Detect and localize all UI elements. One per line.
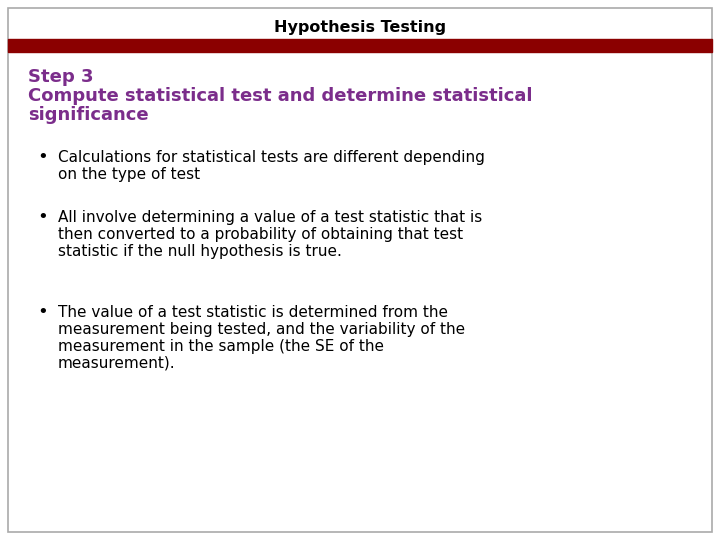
Text: on the type of test: on the type of test (58, 167, 200, 182)
Text: statistic if the null hypothesis is true.: statistic if the null hypothesis is true… (58, 244, 342, 259)
Text: •: • (37, 148, 48, 166)
Text: Hypothesis Testing: Hypothesis Testing (274, 20, 446, 35)
Text: •: • (37, 303, 48, 321)
Text: Step 3: Step 3 (28, 68, 94, 86)
Text: measurement being tested, and the variability of the: measurement being tested, and the variab… (58, 322, 465, 337)
Text: then converted to a probability of obtaining that test: then converted to a probability of obtai… (58, 227, 463, 242)
Text: The value of a test statistic is determined from the: The value of a test statistic is determi… (58, 305, 448, 320)
Bar (8, 39, 712, 52)
Text: •: • (37, 208, 48, 226)
Text: All involve determining a value of a test statistic that is: All involve determining a value of a tes… (58, 210, 482, 225)
Text: significance: significance (28, 106, 148, 124)
Text: Calculations for statistical tests are different depending: Calculations for statistical tests are d… (58, 150, 485, 165)
Text: measurement in the sample (the SE of the: measurement in the sample (the SE of the (58, 339, 384, 354)
Text: Compute statistical test and determine statistical: Compute statistical test and determine s… (28, 87, 533, 105)
Text: measurement).: measurement). (58, 356, 176, 371)
